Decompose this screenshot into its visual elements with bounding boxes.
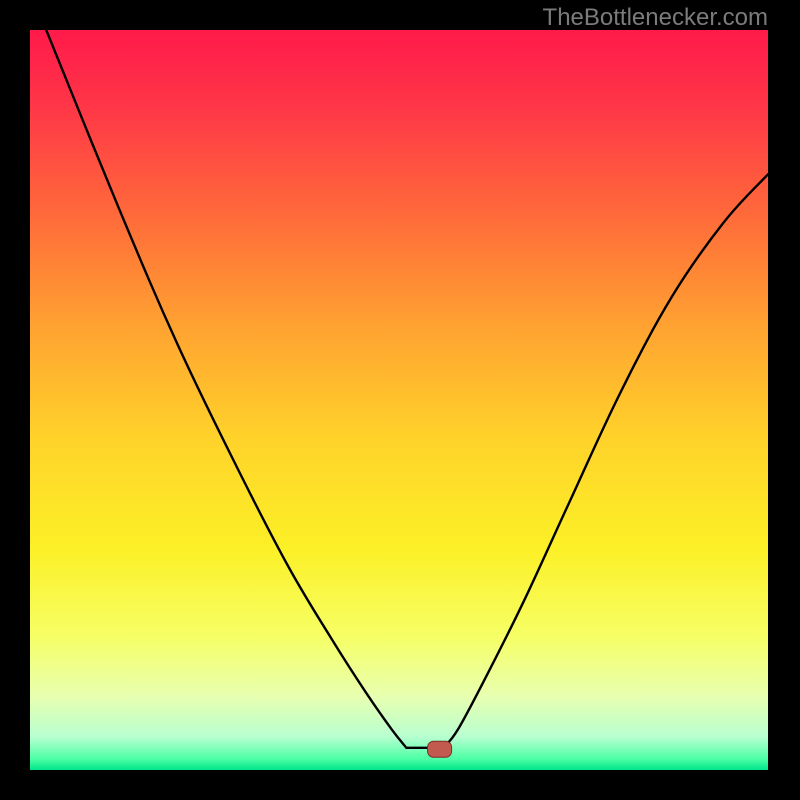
optimum-marker [30,30,768,770]
stage: TheBottlenecker.com [0,0,800,800]
watermark-text: TheBottlenecker.com [543,4,768,32]
plot-area [30,30,768,770]
